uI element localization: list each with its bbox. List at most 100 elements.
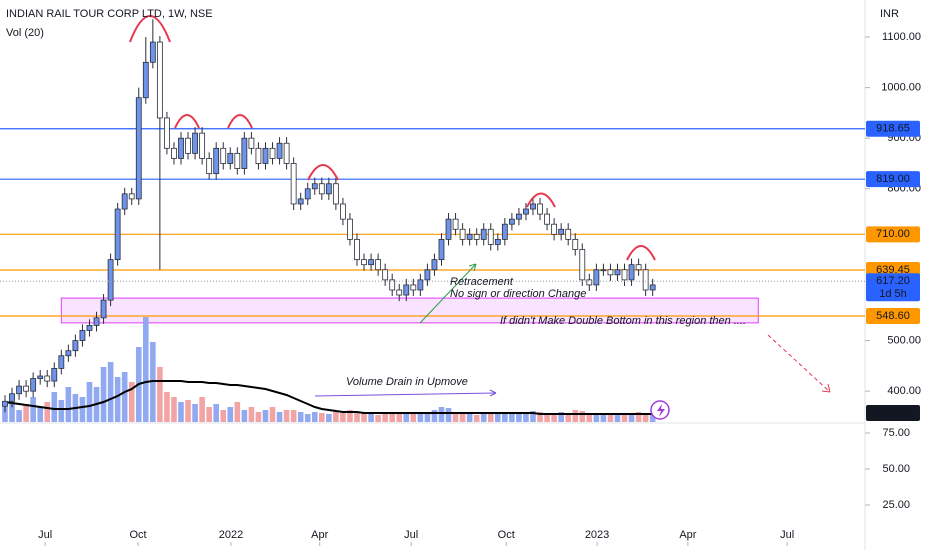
candle-body [192,132,198,154]
candle-body [213,147,220,175]
candle-body [487,228,494,245]
candle-body [227,152,234,164]
volume-bar [558,412,564,422]
level-badge [866,307,920,324]
volume-bar [44,402,51,422]
arc [307,164,339,181]
chart-title: INDIAN RAIL TOUR CORP LTD, 1W, NSE [6,8,213,20]
candle-body [628,264,635,281]
candle-body [368,259,374,266]
volume-bar [586,413,593,422]
marks: 1100.001000.00900.00800.00500.00400.0075… [0,19,921,546]
candle-body [241,137,248,169]
candle-body [30,378,37,392]
volume-bar [642,413,649,422]
candle-body [185,137,191,154]
candle-body [466,233,473,240]
candle-body [72,340,79,352]
candle-body [347,218,353,240]
level-badge [866,226,920,243]
candle-body [58,355,65,369]
candle-body [86,325,93,331]
candle-body [2,400,8,407]
candle-body [304,188,311,200]
volume-bar [466,414,473,422]
candle-body [290,163,297,205]
candle-body [600,269,607,272]
volume-bar [417,413,424,422]
candle-body [121,193,128,210]
volume-bar [530,411,536,422]
x-tick-label: 2023 [585,529,609,541]
volume-bar [143,317,149,422]
candle-body [530,203,536,210]
candle-body [642,269,649,291]
candle-body [149,41,156,63]
volume-bar [537,412,543,422]
candle-body [382,269,389,281]
candle-body [424,269,431,281]
volume-bar [361,413,367,422]
arc [174,114,200,129]
candle-body [452,218,459,230]
y-tick-label: 500.00 [887,334,921,346]
candle-body [340,203,346,220]
volume-bar [523,413,529,422]
volume-axis-label: 25.00 [882,499,910,511]
candle-body [438,238,445,261]
candle-body [403,284,410,296]
x-tick-label: Jul [780,529,794,541]
volume-bar [502,413,508,422]
volume-bar [107,362,114,422]
volume-bar [157,367,163,422]
volume-bar [37,407,43,422]
candle-body [142,61,149,99]
volume-bar [340,413,346,422]
candle-body [649,284,656,291]
volume-bar [544,413,550,422]
volume-bar [635,412,642,422]
candle-body [494,238,501,245]
y-tick-label: 1000.00 [881,82,921,94]
volume-bar [164,392,170,422]
candle-body [523,208,529,215]
level-badge [866,171,920,188]
candle-body [593,269,600,286]
volume-bar [473,415,480,422]
volume-bar [234,402,241,422]
candle-body [445,218,452,240]
volume-bar [178,402,184,422]
volume-bar [30,397,36,422]
volume-bar [100,367,107,422]
volume-bar [389,414,395,422]
candle-body [107,259,114,301]
volume-bar [262,410,269,422]
candle-body [396,289,403,296]
volume-axis-label: 50.00 [882,463,910,475]
x-tick-label: Apr [311,529,328,541]
volume-bar [607,414,614,422]
candle-body [508,218,515,225]
arc [526,192,556,208]
candle-body [269,147,276,159]
candle-body [171,147,177,159]
volume-bar [452,412,459,422]
volume-bar [614,415,621,422]
volume-bar [628,414,635,422]
x-tick-label: Jul [404,529,418,541]
annotation: No sign or direction Change [450,288,586,300]
volume-bar [551,414,557,422]
candle-body [565,228,572,240]
candle-body [621,269,628,281]
volume-bar [290,410,297,422]
volume-title: Vol (20) [6,27,44,39]
x-tick-label: Apr [679,529,696,541]
arrow [419,263,477,324]
volume-bar [509,414,515,422]
volume-bar [227,407,234,422]
volume-bar [438,407,445,422]
volume-bar [276,412,283,422]
candle-body [248,137,255,149]
volume-bar [368,414,374,422]
